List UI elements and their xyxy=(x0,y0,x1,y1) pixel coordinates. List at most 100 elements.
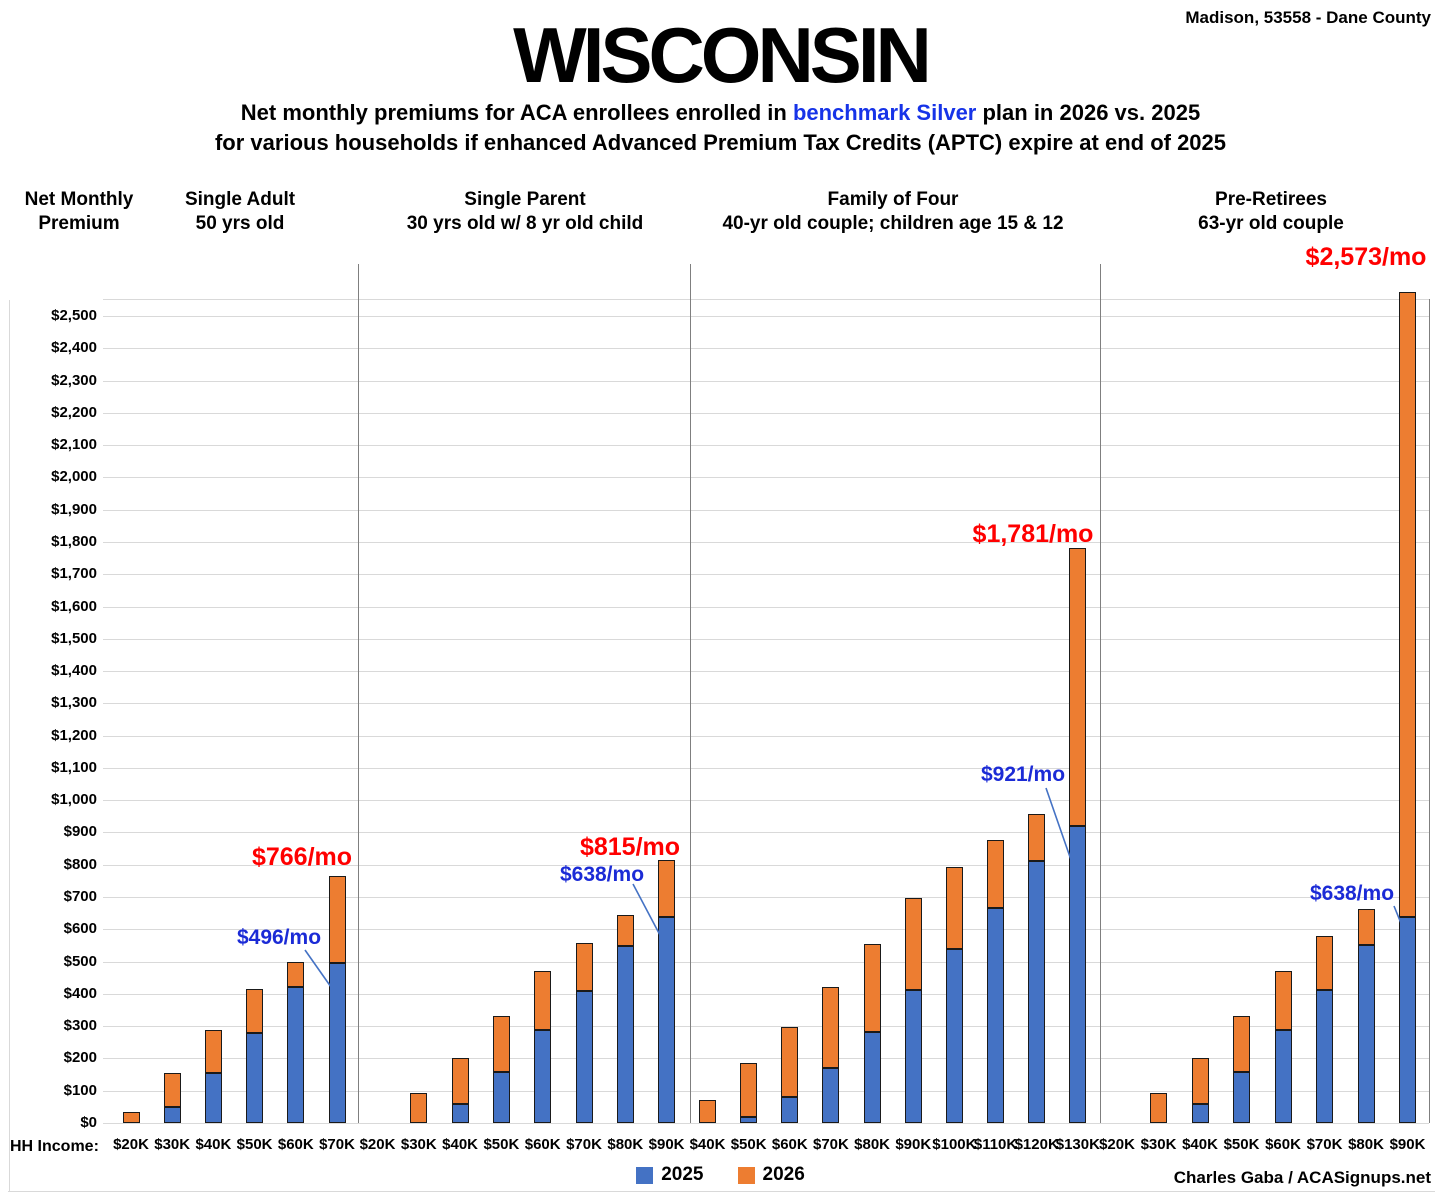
callout-2025-label: $496/mo xyxy=(236,926,322,949)
y-axis-tick-label: $0 xyxy=(80,1114,97,1131)
y-axis-tick-label: $800 xyxy=(63,855,97,873)
bar-2025-segment xyxy=(987,908,1005,1123)
y-axis-tick-label: $1,600 xyxy=(51,597,97,615)
x-axis-tick-label: $90K xyxy=(648,1136,685,1153)
x-axis-tick-label: $70K xyxy=(813,1136,849,1153)
subtitle-highlight: benchmark Silver xyxy=(792,100,977,125)
y-axis-tick-label: $600 xyxy=(63,920,97,938)
plot-top-border xyxy=(103,299,1429,300)
x-axis-tick-label: $130K xyxy=(1055,1136,1100,1153)
y-axis-tick-label: $2,100 xyxy=(51,436,97,454)
x-axis-tick-label: $20K xyxy=(359,1136,396,1153)
callout-2025-label: $638/mo xyxy=(559,863,645,886)
y-axis-tick-label: $1,300 xyxy=(51,694,97,712)
bar-2026-segment xyxy=(740,1063,758,1117)
x-axis-tick-label: $90K xyxy=(1389,1136,1426,1153)
y-axis-tick-label: $400 xyxy=(63,984,97,1002)
gridline xyxy=(103,1123,1429,1124)
gridline xyxy=(103,671,1429,673)
frame-bottom-line xyxy=(8,1191,1435,1192)
bar-2025-segment xyxy=(1028,860,1046,1123)
subtitle-pre: Net monthly premiums for ACA enrollees e… xyxy=(240,100,793,125)
legend-label-2026: 2026 xyxy=(762,1164,805,1185)
group-header-single-adult: Single Adult 50 yrs old xyxy=(184,189,296,234)
y-axis-tick-label: $2,300 xyxy=(51,371,97,389)
y-axis-tick-label: $2,500 xyxy=(51,307,97,324)
bar-2026-segment xyxy=(492,1015,510,1073)
bar-2026-segment xyxy=(658,859,676,918)
bar-2026-segment xyxy=(122,1111,140,1123)
group-header-single-parent: Single Parent 30 yrs old w/ 8 yr old chi… xyxy=(406,189,644,234)
y-axis-tick-label: $1,200 xyxy=(51,726,97,744)
callout-2026-label: $766/mo xyxy=(251,843,353,871)
bar-2025-segment xyxy=(1274,1030,1292,1123)
bar-2025-segment xyxy=(287,987,305,1123)
bar-2026-segment xyxy=(1274,971,1292,1031)
x-axis-tick-label: $50K xyxy=(1223,1136,1260,1153)
y-axis-tick-label: $1,400 xyxy=(51,662,97,680)
gridline xyxy=(103,864,1429,866)
bar-2025-segment xyxy=(822,1068,840,1123)
x-axis-tick-label: $110K xyxy=(973,1136,1018,1153)
bar-2026-segment xyxy=(410,1092,428,1123)
gridline xyxy=(103,380,1429,382)
x-axis-tick-label: $40K xyxy=(442,1136,479,1153)
bar-2025-segment xyxy=(1399,917,1416,1123)
legend-item-2026: 2026 xyxy=(737,1164,805,1186)
bar-2025-segment xyxy=(616,945,634,1123)
bar-2025-segment xyxy=(1191,1103,1209,1123)
x-axis-tick-label: $60K xyxy=(277,1136,314,1153)
credit-label: Charles Gaba / ACASignups.net xyxy=(1173,1168,1431,1187)
x-axis-tick-label: $30K xyxy=(1140,1136,1177,1153)
bar-2025-segment xyxy=(740,1116,758,1123)
y-axis-tick-label: $1,000 xyxy=(51,791,97,809)
plot-right-border xyxy=(1429,299,1430,1123)
bar-2025-segment xyxy=(575,990,593,1123)
bar-2026-segment xyxy=(534,970,552,1031)
bar-2025-segment xyxy=(246,1032,264,1123)
bar-2026-segment xyxy=(1399,292,1416,918)
chart-subtitle-line2: for various households if enhanced Advan… xyxy=(214,130,1227,155)
x-axis-tick-label: $70K xyxy=(1306,1136,1343,1153)
bar-2025-segment xyxy=(163,1106,181,1123)
gridline xyxy=(103,445,1429,447)
frame-left-line xyxy=(9,300,10,1191)
callout-2026-label: $1,781/mo xyxy=(972,520,1094,548)
gridline xyxy=(103,735,1429,737)
gridline xyxy=(103,1058,1429,1060)
bar-2026-segment xyxy=(1150,1092,1167,1123)
gridline xyxy=(103,638,1429,640)
bar-2025-segment xyxy=(1069,825,1087,1123)
legend-item-2025: 2025 xyxy=(636,1164,704,1186)
x-axis-tick-label: $40K xyxy=(1182,1136,1218,1153)
y-axis-tick-label: $700 xyxy=(63,888,97,906)
bar-2026-segment xyxy=(822,987,840,1069)
bar-2026-segment xyxy=(287,961,305,988)
leader-line xyxy=(304,949,332,988)
bar-2026-segment xyxy=(204,1030,222,1073)
x-axis-tick-label: $20K xyxy=(1099,1136,1135,1153)
subtitle-post: plan in 2026 vs. 2025 xyxy=(976,100,1201,125)
bar-2025-segment xyxy=(204,1072,222,1123)
bar-2026-segment xyxy=(616,915,634,946)
y-axis-tick-label: $2,400 xyxy=(51,339,97,357)
bar-2025-segment xyxy=(492,1072,510,1123)
group-header-pre-retirees: Pre-Retirees 63-yr old couple xyxy=(1198,189,1344,234)
x-axis-tick-label: $80K xyxy=(1348,1136,1384,1153)
callout-2026-label: $815/mo xyxy=(579,833,681,861)
gridline xyxy=(103,800,1429,802)
x-axis-tick-label: $20K xyxy=(113,1136,149,1153)
gridline xyxy=(103,993,1429,995)
chart-subtitle-line1: Net monthly premiums for ACA enrollees e… xyxy=(0,100,1441,126)
bar-2025-segment xyxy=(328,962,346,1123)
gridline xyxy=(103,961,1429,963)
x-axis-tick-label: $70K xyxy=(566,1136,602,1153)
group-separator xyxy=(690,264,691,1123)
x-axis-tick-label: $80K xyxy=(607,1136,644,1153)
bar-2026-segment xyxy=(1357,909,1375,946)
y-axis-tick-label: $1,100 xyxy=(51,758,97,776)
gridline xyxy=(103,477,1429,479)
bar-2026-segment xyxy=(1191,1058,1209,1104)
bar-2025-segment xyxy=(863,1032,881,1123)
